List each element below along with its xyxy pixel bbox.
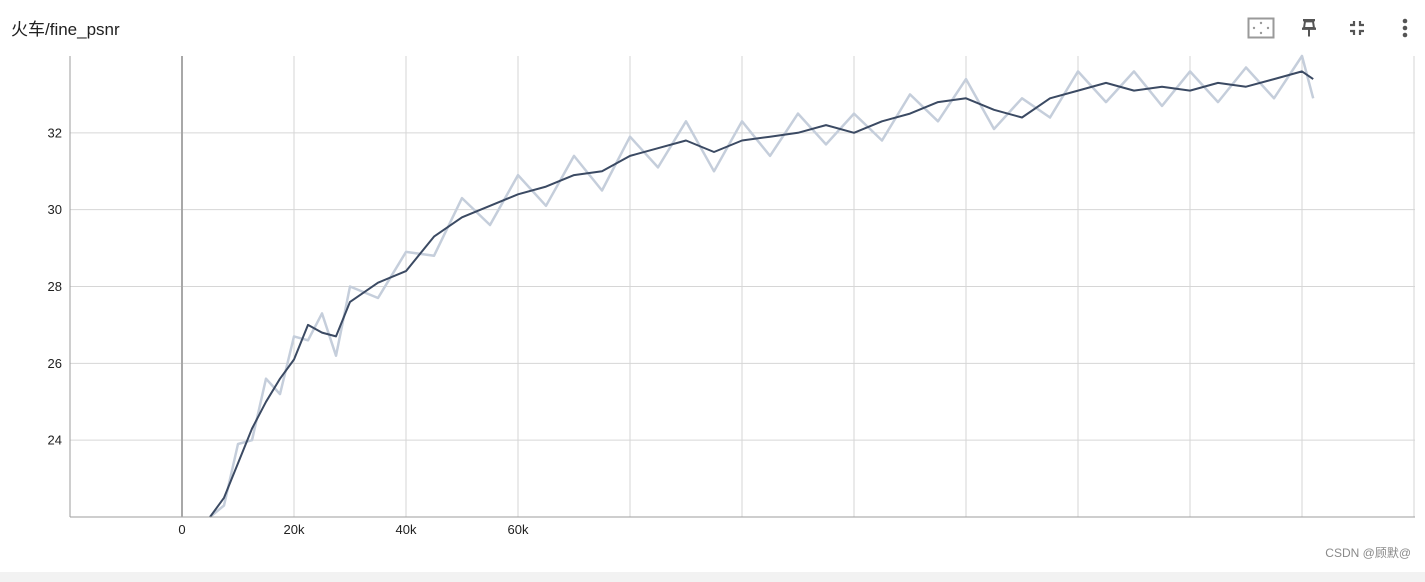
collapse-button[interactable] xyxy=(1341,12,1373,44)
fit-to-data-icon xyxy=(1247,17,1275,39)
card-title: 火车/fine_psnr xyxy=(11,20,120,39)
smoothed-series xyxy=(209,70,1314,518)
collapse-icon xyxy=(1350,21,1364,35)
x-tick-label: 20k xyxy=(284,522,305,537)
tick-labels: 24 26 28 30 32 0 20k 40k 60k xyxy=(48,125,529,537)
more-options-button[interactable] xyxy=(1389,12,1421,44)
card-toolbar xyxy=(1245,12,1425,44)
x-tick-label: 0 xyxy=(178,522,185,537)
footer-strip xyxy=(0,572,1425,582)
watermark: CSDN @顾默@ xyxy=(1325,546,1411,560)
y-tick-label: 30 xyxy=(48,202,62,217)
x-tick-label: 60k xyxy=(508,522,529,537)
axes xyxy=(69,56,1415,518)
pin-icon xyxy=(1302,19,1316,37)
x-tick-label: 40k xyxy=(396,522,417,537)
smoothed-series-line xyxy=(209,70,1314,518)
grid-lines xyxy=(70,56,1415,517)
y-tick-label: 32 xyxy=(48,125,62,140)
pin-button[interactable] xyxy=(1293,12,1325,44)
y-tick-label: 24 xyxy=(48,433,62,448)
fit-to-data-button[interactable] xyxy=(1245,12,1277,44)
more-vert-icon xyxy=(1402,18,1408,38)
y-tick-label: 28 xyxy=(48,279,62,294)
y-tick-label: 26 xyxy=(48,356,62,371)
